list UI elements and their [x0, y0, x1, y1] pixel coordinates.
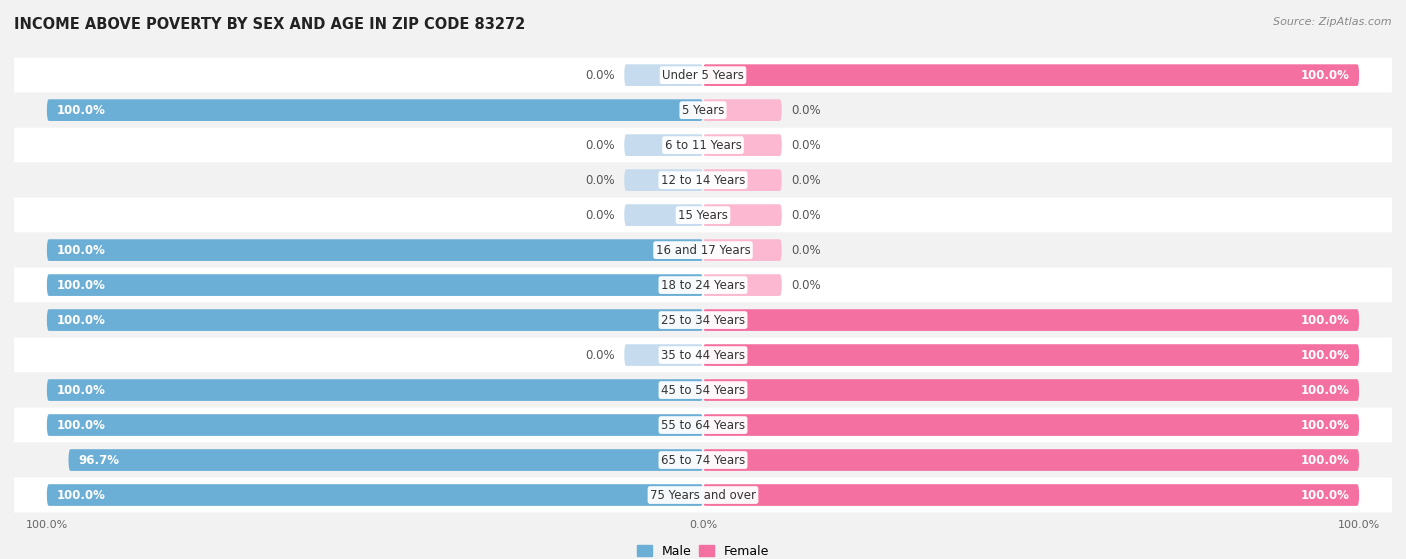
FancyBboxPatch shape: [14, 163, 1392, 198]
Text: 100.0%: 100.0%: [1301, 69, 1350, 82]
FancyBboxPatch shape: [46, 239, 703, 261]
Text: 18 to 24 Years: 18 to 24 Years: [661, 278, 745, 292]
FancyBboxPatch shape: [703, 204, 782, 226]
Legend: Male, Female: Male, Female: [631, 540, 775, 559]
FancyBboxPatch shape: [14, 127, 1392, 163]
Text: 5 Years: 5 Years: [682, 103, 724, 117]
FancyBboxPatch shape: [703, 274, 782, 296]
Text: 0.0%: 0.0%: [792, 103, 821, 117]
FancyBboxPatch shape: [14, 372, 1392, 408]
FancyBboxPatch shape: [14, 302, 1392, 338]
FancyBboxPatch shape: [14, 338, 1392, 372]
Text: 0.0%: 0.0%: [585, 139, 614, 151]
Text: 0.0%: 0.0%: [585, 174, 614, 187]
Text: 100.0%: 100.0%: [56, 103, 105, 117]
Text: 100.0%: 100.0%: [56, 314, 105, 326]
FancyBboxPatch shape: [624, 344, 703, 366]
Text: 100.0%: 100.0%: [56, 244, 105, 257]
FancyBboxPatch shape: [703, 134, 782, 156]
FancyBboxPatch shape: [703, 414, 1360, 436]
FancyBboxPatch shape: [69, 449, 703, 471]
FancyBboxPatch shape: [14, 233, 1392, 268]
Text: 100.0%: 100.0%: [56, 383, 105, 396]
Text: 100.0%: 100.0%: [1301, 383, 1350, 396]
Text: 0.0%: 0.0%: [792, 209, 821, 221]
FancyBboxPatch shape: [703, 169, 782, 191]
Text: 45 to 54 Years: 45 to 54 Years: [661, 383, 745, 396]
Text: 12 to 14 Years: 12 to 14 Years: [661, 174, 745, 187]
Text: 65 to 74 Years: 65 to 74 Years: [661, 453, 745, 467]
Text: 0.0%: 0.0%: [585, 69, 614, 82]
FancyBboxPatch shape: [14, 93, 1392, 127]
Text: 100.0%: 100.0%: [56, 419, 105, 432]
Text: 25 to 34 Years: 25 to 34 Years: [661, 314, 745, 326]
Text: 96.7%: 96.7%: [79, 453, 120, 467]
FancyBboxPatch shape: [703, 344, 1360, 366]
FancyBboxPatch shape: [703, 100, 782, 121]
FancyBboxPatch shape: [14, 198, 1392, 233]
FancyBboxPatch shape: [14, 268, 1392, 302]
FancyBboxPatch shape: [14, 443, 1392, 477]
FancyBboxPatch shape: [703, 239, 782, 261]
Text: 0.0%: 0.0%: [585, 209, 614, 221]
Text: Under 5 Years: Under 5 Years: [662, 69, 744, 82]
FancyBboxPatch shape: [624, 204, 703, 226]
Text: INCOME ABOVE POVERTY BY SEX AND AGE IN ZIP CODE 83272: INCOME ABOVE POVERTY BY SEX AND AGE IN Z…: [14, 17, 526, 32]
FancyBboxPatch shape: [624, 134, 703, 156]
Text: 100.0%: 100.0%: [1301, 349, 1350, 362]
FancyBboxPatch shape: [703, 484, 1360, 506]
Text: 100.0%: 100.0%: [1301, 453, 1350, 467]
FancyBboxPatch shape: [46, 100, 703, 121]
FancyBboxPatch shape: [46, 379, 703, 401]
Text: 75 Years and over: 75 Years and over: [650, 489, 756, 501]
FancyBboxPatch shape: [14, 408, 1392, 443]
FancyBboxPatch shape: [703, 379, 1360, 401]
Text: 0.0%: 0.0%: [585, 349, 614, 362]
Text: 15 Years: 15 Years: [678, 209, 728, 221]
Text: Source: ZipAtlas.com: Source: ZipAtlas.com: [1274, 17, 1392, 27]
Text: 55 to 64 Years: 55 to 64 Years: [661, 419, 745, 432]
FancyBboxPatch shape: [624, 64, 703, 86]
Text: 100.0%: 100.0%: [1301, 314, 1350, 326]
Text: 6 to 11 Years: 6 to 11 Years: [665, 139, 741, 151]
FancyBboxPatch shape: [703, 449, 1360, 471]
Text: 35 to 44 Years: 35 to 44 Years: [661, 349, 745, 362]
Text: 100.0%: 100.0%: [1301, 489, 1350, 501]
FancyBboxPatch shape: [624, 169, 703, 191]
Text: 100.0%: 100.0%: [56, 489, 105, 501]
Text: 0.0%: 0.0%: [792, 174, 821, 187]
Text: 0.0%: 0.0%: [792, 139, 821, 151]
Text: 0.0%: 0.0%: [792, 244, 821, 257]
Text: 0.0%: 0.0%: [792, 278, 821, 292]
Text: 100.0%: 100.0%: [56, 278, 105, 292]
FancyBboxPatch shape: [14, 477, 1392, 513]
FancyBboxPatch shape: [14, 58, 1392, 93]
FancyBboxPatch shape: [703, 309, 1360, 331]
FancyBboxPatch shape: [46, 274, 703, 296]
FancyBboxPatch shape: [46, 309, 703, 331]
Text: 16 and 17 Years: 16 and 17 Years: [655, 244, 751, 257]
FancyBboxPatch shape: [46, 484, 703, 506]
Text: 100.0%: 100.0%: [1301, 419, 1350, 432]
FancyBboxPatch shape: [46, 414, 703, 436]
FancyBboxPatch shape: [703, 64, 1360, 86]
